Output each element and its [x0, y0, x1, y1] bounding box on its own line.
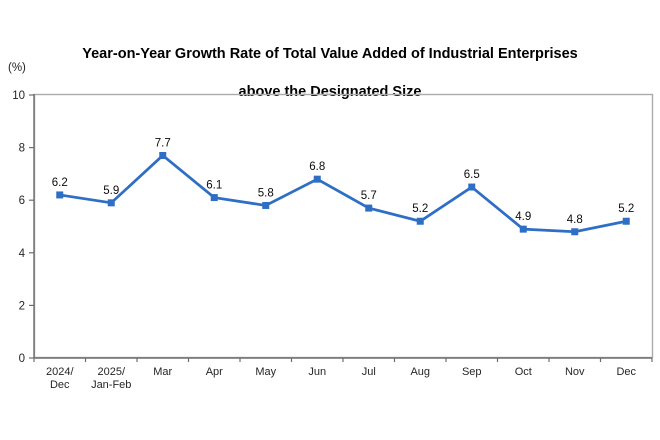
- data-point-label: 5.2: [618, 203, 634, 215]
- data-point-marker: [622, 217, 630, 225]
- data-point-marker: [210, 194, 218, 202]
- data-point-label: 6.2: [52, 177, 68, 189]
- data-point-label: 5.7: [361, 190, 377, 202]
- x-category-label: 2025/Jan-Feb: [91, 366, 131, 391]
- chart-title: Year-on-Year Growth Rate of Total Value …: [0, 26, 660, 121]
- data-point-label: 7.7: [155, 137, 171, 149]
- chart-title-line-2: above the Designated Size: [238, 84, 422, 100]
- data-point-marker: [313, 175, 321, 183]
- x-category-label: Jun: [308, 366, 326, 378]
- x-category-label: Aug: [410, 366, 430, 378]
- x-category-label: May: [255, 366, 276, 378]
- x-category-label: 2024/Dec: [46, 366, 74, 391]
- data-point-label: 4.9: [515, 211, 531, 223]
- x-category-label: Jul: [362, 366, 376, 378]
- y-tick-label: 4: [19, 248, 26, 260]
- data-point-marker: [56, 191, 64, 199]
- data-point-label: 5.8: [258, 187, 274, 199]
- data-point-marker: [468, 183, 476, 191]
- data-point-marker: [262, 201, 270, 209]
- plot-border: [33, 93, 654, 359]
- x-category-label: Oct: [515, 366, 532, 378]
- data-point-marker: [416, 217, 424, 225]
- data-point-marker: [519, 225, 527, 233]
- y-tick-label: 10: [12, 90, 25, 102]
- data-point-marker: [365, 204, 373, 212]
- x-category-label: Sep: [462, 366, 482, 378]
- data-point-label: 6.1: [206, 180, 222, 192]
- data-point-label: 6.5: [464, 169, 480, 181]
- y-tick-label: 0: [19, 353, 25, 365]
- line-series: [59, 153, 627, 234]
- x-category-label: Apr: [206, 366, 223, 378]
- y-tick-label: 6: [19, 195, 25, 207]
- data-point-marker: [571, 228, 579, 236]
- data-point-marker: [107, 199, 115, 207]
- data-point-label: 5.9: [103, 185, 119, 197]
- x-category-label: Dec: [616, 366, 636, 378]
- y-tick-label: 2: [19, 300, 25, 312]
- chart-title-line-1: Year-on-Year Growth Rate of Total Value …: [82, 46, 578, 62]
- data-point-label: 5.2: [412, 203, 428, 215]
- x-category-label: Mar: [153, 366, 172, 378]
- data-point-marker: [159, 151, 167, 159]
- y-tick-label: 8: [19, 143, 25, 155]
- data-point-label: 6.8: [309, 161, 325, 173]
- data-point-label: 4.8: [567, 214, 583, 226]
- y-axis-unit-label: (%): [8, 62, 26, 74]
- x-category-label: Nov: [565, 366, 585, 378]
